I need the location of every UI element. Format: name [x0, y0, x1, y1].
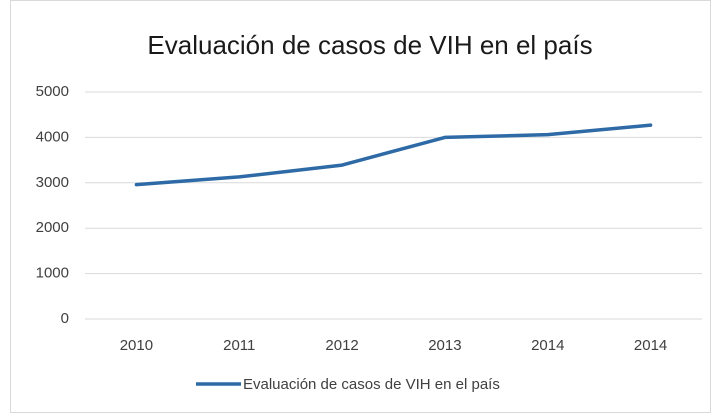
y-tick-label: 1000 — [36, 265, 69, 282]
chart-frame — [10, 0, 711, 413]
y-tick-label: 4000 — [36, 128, 69, 145]
x-tick-label: 2010 — [120, 337, 153, 354]
y-tick-label: 0 — [61, 310, 69, 327]
x-tick-label: 2013 — [428, 337, 461, 354]
y-tick-label: 2000 — [36, 219, 69, 236]
x-tick-label: 2014 — [634, 337, 667, 354]
x-tick-label: 2011 — [223, 337, 255, 354]
legend-label: Evaluación de casos de VIH en el país — [243, 376, 500, 393]
y-tick-label: 5000 — [36, 83, 69, 100]
y-tick-label: 3000 — [36, 174, 69, 191]
data-line — [134, 123, 653, 187]
chart-title: Evaluación de casos de VIH en el país — [147, 30, 592, 60]
x-tick-label: 2012 — [325, 337, 358, 354]
x-tick-label: 2014 — [531, 337, 564, 354]
